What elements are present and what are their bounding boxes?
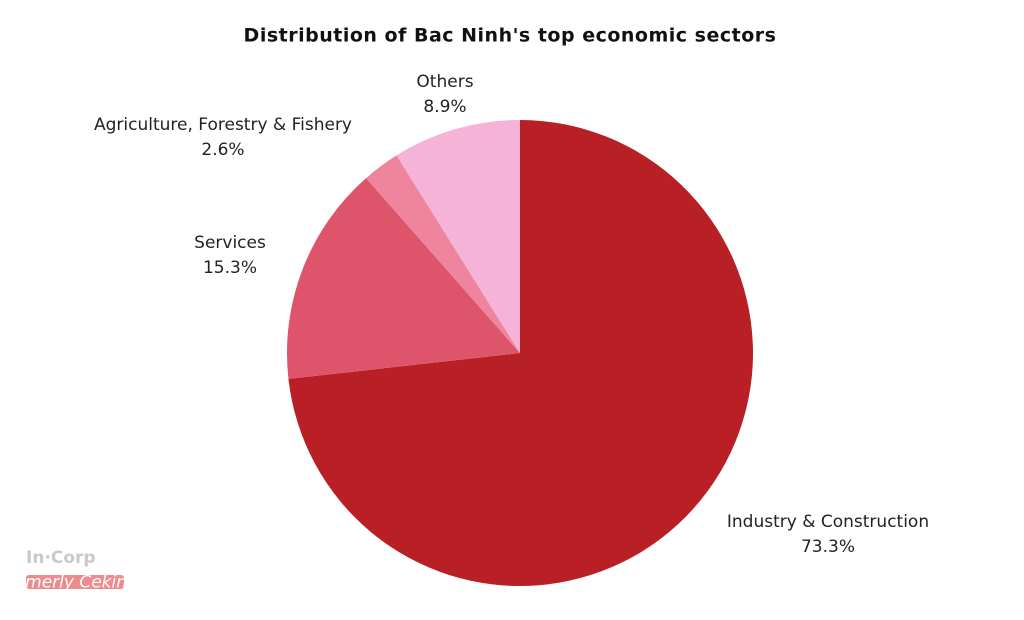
slice-value-label: 73.3% bbox=[801, 537, 855, 557]
pie-slice bbox=[366, 155, 520, 353]
slice-value-label: 8.9% bbox=[423, 97, 466, 117]
slice-label: Agriculture, Forestry & Fishery bbox=[94, 115, 352, 135]
pie-slice bbox=[396, 120, 520, 353]
slice-value-label: 15.3% bbox=[203, 258, 257, 278]
logo-brand: In·Corp bbox=[26, 548, 96, 568]
pie-slice bbox=[288, 120, 753, 586]
pie-slice bbox=[287, 178, 520, 379]
logo-badge bbox=[26, 575, 124, 589]
slice-label: Others bbox=[416, 72, 473, 92]
chart-title: Distribution of Bac Ninh's top economic … bbox=[244, 25, 777, 47]
logo-tagline: formerly Cekindo bbox=[2, 573, 148, 593]
slice-value-label: 2.6% bbox=[201, 140, 244, 160]
slice-label: Industry & Construction bbox=[727, 512, 929, 532]
slice-label: Services bbox=[194, 233, 266, 253]
logo: In·Corp formerly Cekindo bbox=[2, 548, 148, 593]
